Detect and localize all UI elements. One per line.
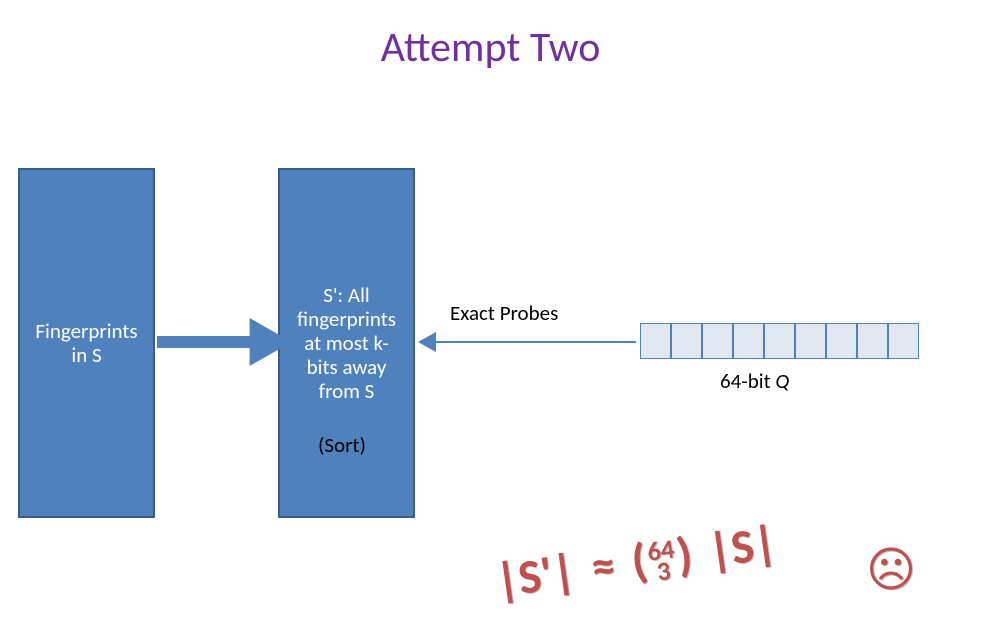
formula-left: |S'| xyxy=(492,541,579,610)
bit-cell xyxy=(671,323,702,359)
exact-probes-label: Exact Probes xyxy=(450,300,558,326)
q-label-italic: Q xyxy=(775,368,789,394)
bit-cell xyxy=(702,323,733,359)
bit-cell xyxy=(640,323,671,359)
bit-cell xyxy=(764,323,795,359)
bit-cell xyxy=(795,323,826,359)
formula-binom-bottom: 3 xyxy=(649,560,678,585)
bit-cell xyxy=(888,323,919,359)
frown-icon: ☹ xyxy=(866,540,916,599)
bit-cell xyxy=(733,323,764,359)
q-label-prefix: 64-bit xyxy=(720,368,775,394)
formula-approx: ≈ xyxy=(587,535,619,597)
bit-cell xyxy=(826,323,857,359)
q-label: 64-bit Q xyxy=(720,368,789,394)
formula-right: |S| xyxy=(704,512,780,580)
bit-cell xyxy=(857,323,888,359)
bit-array-q xyxy=(640,323,919,359)
